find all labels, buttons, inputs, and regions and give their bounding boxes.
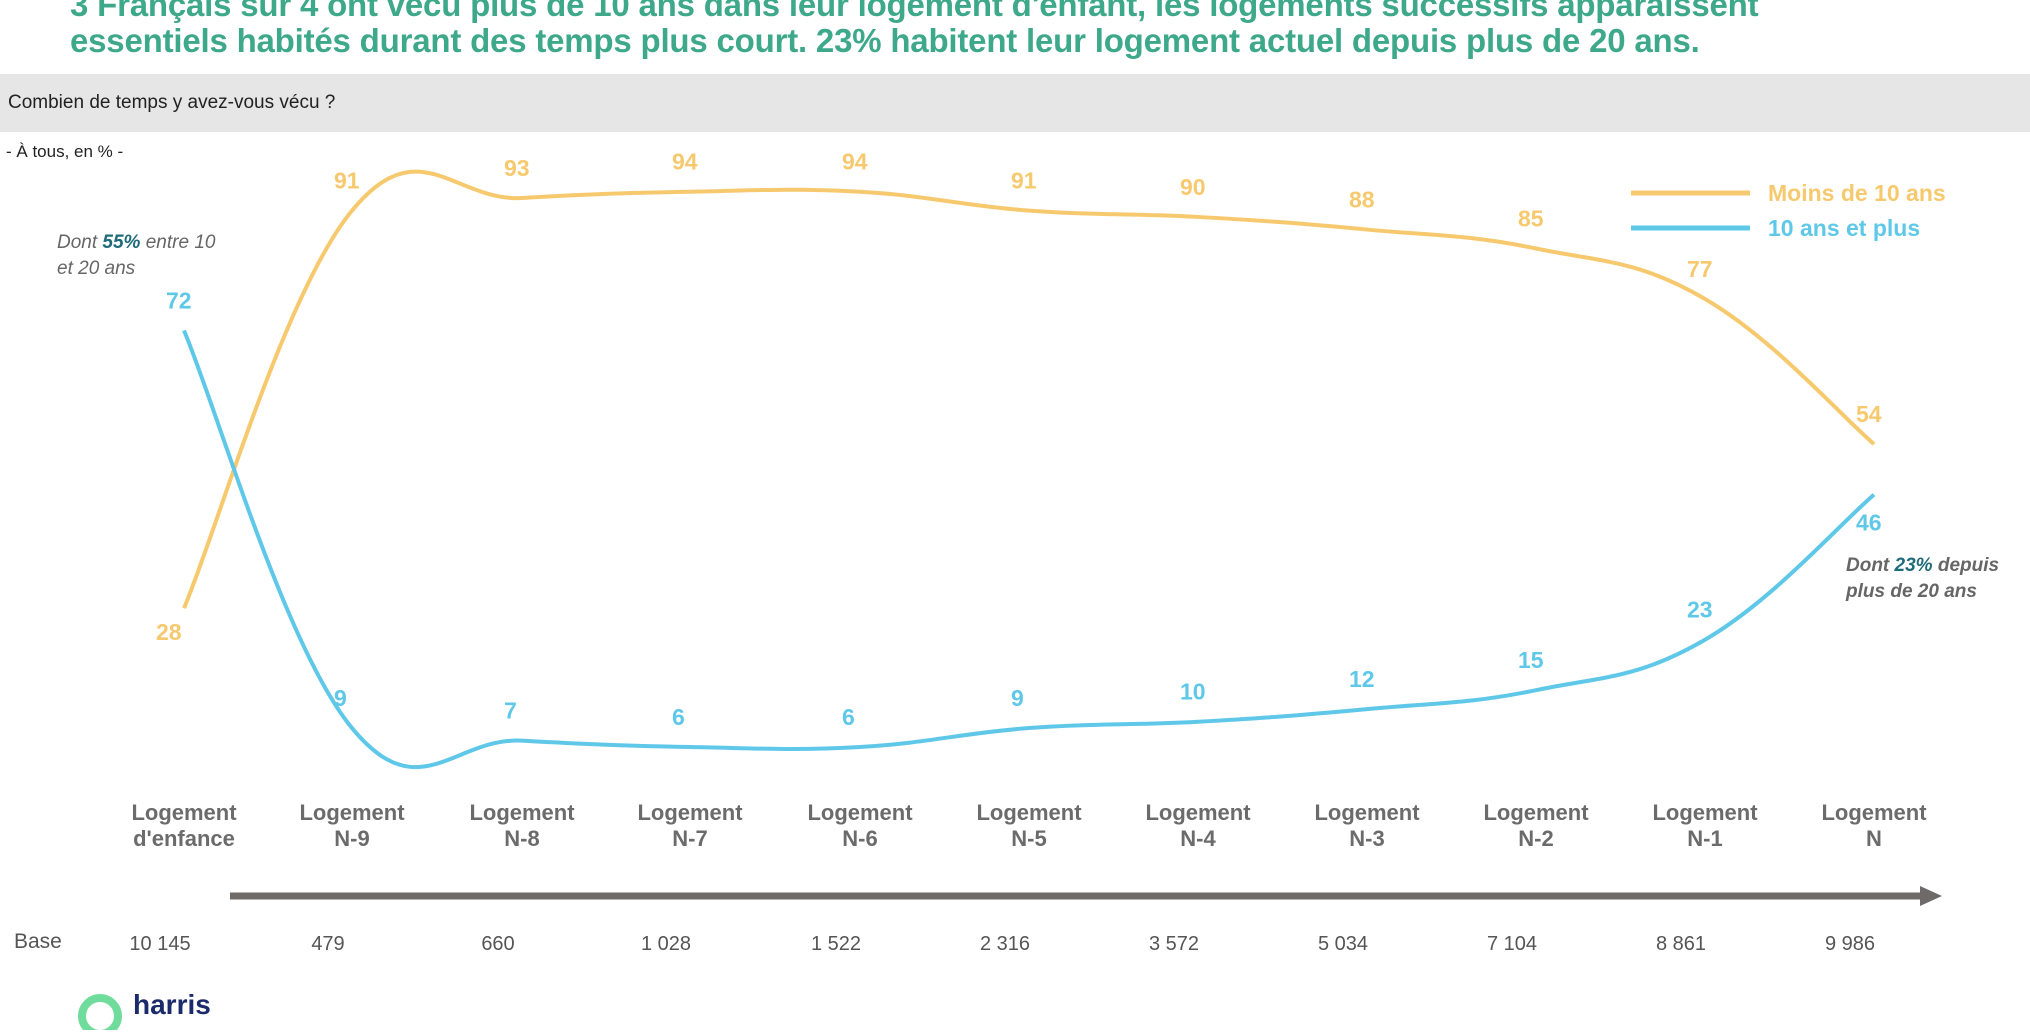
data-label: 94 [672, 149, 698, 175]
category-label: Logement [807, 800, 913, 825]
data-label: 90 [1180, 174, 1206, 200]
harris-logo: harris [78, 989, 278, 1035]
note-text: entre 10 [140, 232, 216, 253]
category-label: Logement [1145, 800, 1251, 825]
data-label: 46 [1856, 510, 1882, 536]
category-label: N-2 [1518, 826, 1553, 851]
note-text: depuis [1932, 555, 2000, 576]
base-value: 3 572 [1149, 933, 1199, 955]
note-childhood: Dont 55% entre 10 et 20 ans [57, 230, 215, 282]
base-value: 10 145 [129, 933, 190, 955]
question-text: Combien de temps y avez-vous vécu ? [8, 92, 336, 113]
base-value: 8 861 [1656, 933, 1706, 955]
data-label: 93 [504, 155, 530, 181]
base-value: 7 104 [1487, 933, 1537, 955]
data-label: 94 [842, 149, 868, 175]
legend-label: Moins de 10 ans [1768, 180, 1946, 206]
data-label: 9 [1011, 685, 1024, 711]
data-label: 91 [1011, 168, 1037, 194]
question-band [0, 74, 2030, 132]
data-label: 15 [1518, 647, 1544, 673]
category-label: N-4 [1180, 826, 1216, 851]
category-label: N-3 [1349, 826, 1384, 851]
series-line-moins-de-10-ans [182, 169, 1876, 609]
data-label: 77 [1687, 256, 1713, 282]
data-label: 23 [1687, 597, 1713, 623]
subtitle: - À tous, en % - [6, 142, 124, 161]
category-label: N-7 [672, 826, 707, 851]
note-text: Dont [57, 232, 103, 253]
category-label: N-5 [1011, 826, 1046, 851]
title-line-1: 3 Français sur 4 ont vécu plus de 10 ans… [70, 0, 1759, 23]
category-label: N [1866, 826, 1882, 851]
note-text: et 20 ans [57, 258, 136, 279]
category-label: Logement [1652, 800, 1758, 825]
note-pct: 55% [102, 232, 141, 253]
base-label: Base [14, 930, 62, 953]
category-label: Logement [976, 800, 1082, 825]
data-label: 91 [334, 168, 360, 194]
svg-text:harris: harris [133, 990, 211, 1020]
note-text: Dont [1846, 555, 1895, 576]
category-label: N-6 [842, 826, 877, 851]
data-label: 28 [156, 619, 182, 645]
series-line-10-ans-et-plus [182, 329, 1876, 770]
note-text: plus de 20 ans [1846, 581, 1977, 602]
data-label: 85 [1518, 205, 1544, 231]
data-label: 6 [842, 704, 855, 730]
category-label: N-8 [504, 826, 539, 851]
category-label: Logement [299, 800, 405, 825]
legend-label: 10 ans et plus [1768, 215, 1920, 241]
category-label: Logement [131, 800, 237, 825]
base-value: 5 034 [1318, 933, 1368, 955]
base-value: 2 316 [980, 933, 1030, 955]
base-value: 1 522 [811, 933, 861, 955]
base-value: 1 028 [641, 933, 691, 955]
category-label: Logement [1821, 800, 1927, 825]
data-label: 9 [334, 685, 347, 711]
category-label: N-9 [334, 826, 369, 851]
base-value: 479 [311, 933, 344, 955]
category-label: d'enfance [133, 826, 235, 851]
category-label: Logement [637, 800, 743, 825]
data-label: 88 [1349, 187, 1375, 213]
note-pct: 23% [1894, 555, 1933, 576]
data-label: 72 [166, 288, 192, 314]
data-label: 10 [1180, 679, 1206, 705]
data-label: 6 [672, 704, 685, 730]
note-current: Dont 23% depuis plus de 20 ans [1846, 553, 1999, 605]
arrow-head-icon [1920, 886, 1942, 906]
base-value: 9 986 [1825, 933, 1875, 955]
base-value: 660 [481, 933, 514, 955]
category-label: Logement [469, 800, 575, 825]
title-line-2: essentiels habités durant des temps plus… [70, 22, 1700, 59]
category-label: Logement [1314, 800, 1420, 825]
data-label: 12 [1349, 666, 1375, 692]
data-label: 54 [1856, 401, 1882, 427]
category-label: N-1 [1687, 826, 1722, 851]
data-label: 7 [504, 698, 517, 724]
category-label: Logement [1483, 800, 1589, 825]
